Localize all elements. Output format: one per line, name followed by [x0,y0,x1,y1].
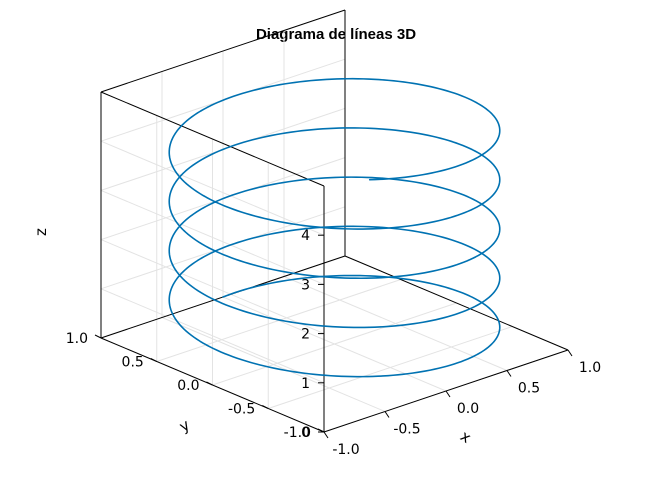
y-tick-mark [262,405,269,409]
z-axis-label: z [32,228,50,236]
z-tick-label: 3 [301,277,310,293]
grid-line-floor-y [268,326,513,409]
y-tick-label: -1.0 [284,425,311,441]
z-tick-label: 1 [301,376,310,392]
y-tick-label: -0.5 [228,402,255,418]
x-tick-mark [506,370,512,377]
x-tick-mark [384,411,390,418]
box-edge [100,9,346,93]
grid-line-wall-z [100,288,325,384]
y-tick-mark [94,334,102,339]
series-layer [168,77,501,378]
grid-line-wall-z [100,140,325,236]
x-tick-label: 0.5 [518,381,540,397]
grid-line-floor-y [212,302,457,386]
z-tick-label: 0 [301,425,310,441]
x-tick-label: -0.5 [393,422,420,438]
x-tick-mark [567,349,573,357]
grid-line-wall-z [100,239,325,335]
box-edge [100,91,325,187]
y-tick-mark [150,358,157,362]
x-tick-label: -1.0 [332,442,359,458]
x-tick-label: 1.0 [579,360,601,376]
y-tick-label: 0.0 [177,378,199,394]
x-axis-label: x [457,427,474,447]
chart-title: Diagrama de líneas 3D [256,26,416,43]
z-tick-label: 4 [301,228,310,244]
x-tick-mark [445,390,451,398]
y-tick-label: 1.0 [66,331,88,347]
grid-line-wall-z [100,189,325,285]
x-tick-label: 0.0 [457,401,479,417]
y-tick-mark [206,381,213,386]
box-edge [344,255,569,351]
series-line-0 [168,77,501,378]
y-axis-label: y [176,416,193,436]
x-tick-mark [323,431,329,439]
y-tick-label: 0.5 [122,355,144,371]
z-tick-label: 2 [301,327,310,343]
